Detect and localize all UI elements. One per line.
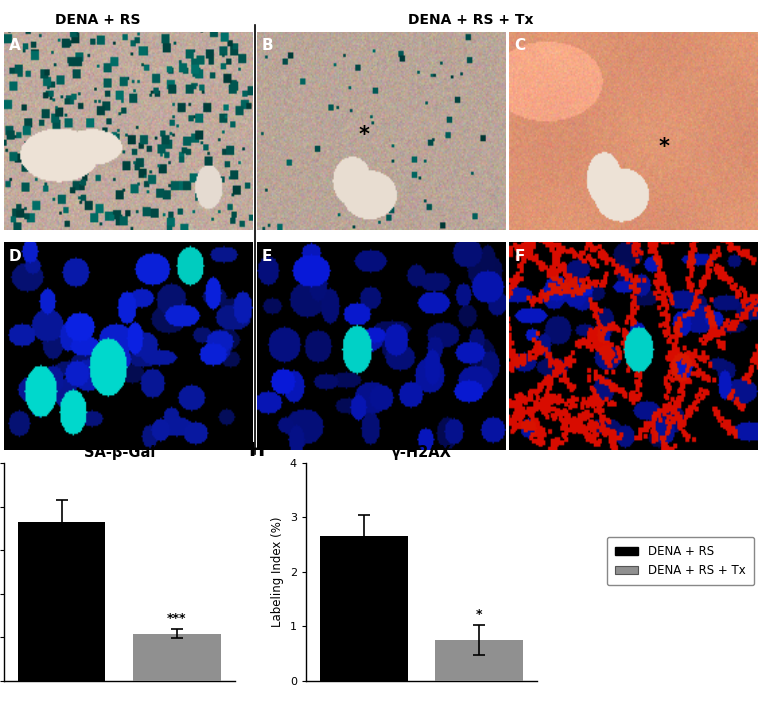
Text: *: * [475,608,482,621]
Text: DENA + RS + Tx: DENA + RS + Tx [408,13,533,27]
Text: B: B [261,37,273,53]
Text: H: H [248,441,264,460]
Legend: DENA + RS, DENA + RS + Tx: DENA + RS, DENA + RS + Tx [607,537,754,585]
Text: C: C [514,37,525,53]
Bar [18,522,105,681]
Text: ***: *** [167,612,187,625]
Bar [320,536,408,681]
Text: DENA + RS: DENA + RS [55,13,140,27]
Text: D: D [9,249,21,263]
Text: F: F [514,249,524,263]
Y-axis label: Labeling Index (%): Labeling Index (%) [271,517,284,627]
Text: *: * [358,125,369,145]
Text: *: * [658,137,669,157]
Title: SA-β-Gal: SA-β-Gal [84,445,155,461]
Title: γ-H2AX: γ-H2AX [391,445,452,461]
Bar [435,640,523,681]
Text: E: E [261,249,272,263]
Bar [133,634,221,681]
Text: A: A [9,37,21,53]
